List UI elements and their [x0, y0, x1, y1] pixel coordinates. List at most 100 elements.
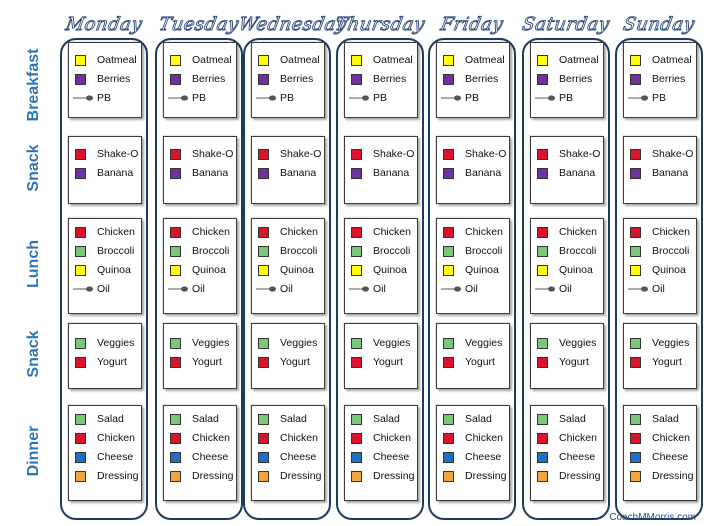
purple-square-icon: [443, 168, 454, 179]
meal-box-dinner: Salad Chicken Cheese Dressing: [344, 405, 418, 501]
meal-label-breakfast: Breakfast: [25, 48, 42, 122]
food-item: Oatmeal: [630, 54, 696, 68]
orange-square-icon: [537, 471, 548, 482]
food-item: Banana: [537, 167, 603, 181]
food-item-label: Chicken: [192, 432, 230, 444]
food-item: Salad: [170, 413, 236, 427]
food-item-label: PB: [280, 92, 295, 104]
meal-box-lunch: Chicken Broccoli Quinoa Oil: [623, 218, 697, 314]
food-item-label: Shake-O: [559, 148, 601, 160]
food-item-label: Quinoa: [97, 264, 131, 276]
food-item: Banana: [443, 167, 509, 181]
meal-box-snack: Shake-O Banana: [251, 136, 325, 204]
day-column-tuesday: Oatmeal Berries PB Shake-O Banana Chicken Broc…: [155, 38, 243, 520]
purple-square-icon: [351, 168, 362, 179]
red-square-icon: [630, 149, 641, 160]
food-item: Broccoli: [170, 245, 236, 259]
food-item: Cheese: [443, 451, 509, 465]
food-item: Oatmeal: [537, 54, 603, 68]
food-item: Veggies: [170, 337, 236, 351]
food-item: Banana: [258, 167, 324, 181]
green-square-icon: [630, 246, 641, 257]
food-item-label: Broccoli: [559, 245, 597, 257]
meal-box-dinner: Salad Chicken Cheese Dressing: [436, 405, 510, 501]
food-item-label: Berries: [280, 73, 314, 85]
spoon-icon: [628, 286, 648, 292]
food-item-label: Quinoa: [280, 264, 314, 276]
food-item-label: Banana: [373, 167, 410, 179]
food-item: Chicken: [537, 432, 603, 446]
food-item: Yogurt: [537, 356, 603, 370]
yellow-square-icon: [75, 265, 86, 276]
meal-box-dinner: Salad Chicken Cheese Dressing: [251, 405, 325, 501]
food-item-label: Broccoli: [465, 245, 503, 257]
spoon-icon: [535, 286, 555, 292]
food-item-label: Dressing: [97, 470, 139, 482]
green-square-icon: [258, 414, 269, 425]
food-item-label: Berries: [97, 73, 131, 85]
food-item: Oil: [73, 283, 141, 297]
food-item: Quinoa: [75, 264, 141, 278]
spoon-icon: [535, 95, 555, 101]
food-item-label: Berries: [373, 73, 407, 85]
food-item: Dressing: [258, 470, 324, 484]
food-item-label: Dressing: [652, 470, 694, 482]
food-item: Salad: [443, 413, 509, 427]
meal-box-breakfast: Oatmeal Berries PB: [530, 42, 604, 118]
food-item-label: Veggies: [97, 337, 135, 349]
food-item-label: Chicken: [97, 432, 135, 444]
food-item: Chicken: [351, 432, 417, 446]
red-square-icon: [170, 149, 181, 160]
food-item: PB: [349, 92, 417, 106]
red-square-icon: [75, 433, 86, 444]
food-item-label: Banana: [280, 167, 317, 179]
food-item-label: Banana: [465, 167, 502, 179]
yellow-square-icon: [351, 55, 362, 66]
food-item: Chicken: [75, 432, 141, 446]
green-square-icon: [75, 246, 86, 257]
food-item: Chicken: [75, 226, 141, 240]
food-item: Dressing: [75, 470, 141, 484]
food-item-label: Veggies: [280, 337, 318, 349]
food-item-label: Cheese: [559, 451, 596, 463]
orange-square-icon: [258, 471, 269, 482]
green-square-icon: [537, 414, 548, 425]
red-square-icon: [351, 433, 362, 444]
meal-box-snack: Veggies Yogurt: [251, 323, 325, 389]
food-item-label: PB: [97, 92, 112, 104]
food-item-label: Oil: [465, 283, 478, 295]
food-item: Cheese: [351, 451, 417, 465]
food-item: Dressing: [170, 470, 236, 484]
red-square-icon: [258, 149, 269, 160]
food-item-label: Broccoli: [373, 245, 411, 257]
red-square-icon: [537, 357, 548, 368]
blue-square-icon: [170, 452, 181, 463]
food-item-label: Chicken: [97, 226, 135, 238]
food-item: Shake-O: [443, 148, 509, 162]
food-item-label: Chicken: [465, 226, 503, 238]
food-item-label: Shake-O: [97, 148, 139, 160]
meal-box-breakfast: Oatmeal Berries PB: [251, 42, 325, 118]
food-item: Chicken: [351, 226, 417, 240]
food-item-label: Oatmeal: [652, 54, 692, 66]
red-square-icon: [537, 227, 548, 238]
red-square-icon: [537, 433, 548, 444]
red-square-icon: [170, 433, 181, 444]
green-square-icon: [537, 246, 548, 257]
day-header-tuesday: Tuesday: [157, 14, 241, 36]
spoon-icon: [168, 286, 188, 292]
food-item-label: Salad: [465, 413, 492, 425]
meal-box-dinner: Salad Chicken Cheese Dressing: [623, 405, 697, 501]
orange-square-icon: [351, 471, 362, 482]
food-item: Dressing: [443, 470, 509, 484]
day-header-sunday: Sunday: [621, 14, 697, 36]
green-square-icon: [443, 414, 454, 425]
food-item-label: Cheese: [97, 451, 134, 463]
food-item-label: Chicken: [465, 432, 503, 444]
meal-box-breakfast: Oatmeal Berries PB: [436, 42, 510, 118]
food-item: Oil: [349, 283, 417, 297]
food-item-label: Oil: [280, 283, 293, 295]
food-item-label: Broccoli: [280, 245, 318, 257]
food-item: Berries: [351, 73, 417, 87]
green-square-icon: [630, 414, 641, 425]
